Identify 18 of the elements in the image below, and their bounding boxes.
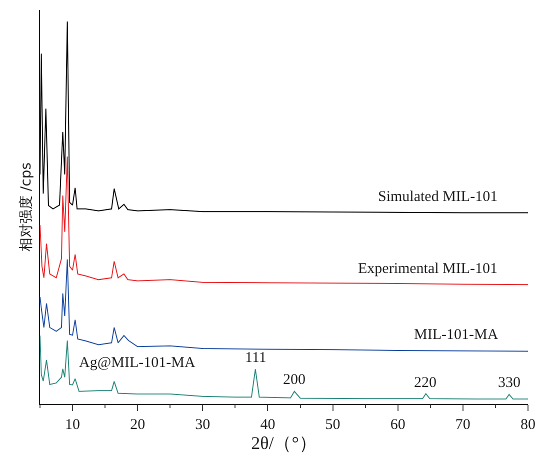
x-tick-label: 20 [130,417,146,433]
x-tick-label: 50 [325,417,340,433]
x-tick-label: 40 [260,417,276,433]
x-tick-label: 10 [65,417,80,433]
x-tick-label: 30 [195,417,210,433]
x-axis-title: 2θ/（°） [251,433,317,454]
x-tick-label: 80 [520,417,536,433]
series-label: Simulated MIL-101 [378,189,498,205]
y-axis-title: 相对强度 /cps [18,162,35,252]
x-tick-label: 70 [455,417,470,433]
series-label: MIL-101-MA [414,327,498,343]
x-tick-label: 60 [390,417,406,433]
annotation: 330 [498,375,520,391]
annotation: 200 [283,372,306,388]
annotation: 220 [414,375,436,391]
annotation: 111 [245,350,266,366]
series-label: Ag@MIL-101-MA [79,355,196,371]
series-label: Experimental MIL-101 [358,261,498,277]
